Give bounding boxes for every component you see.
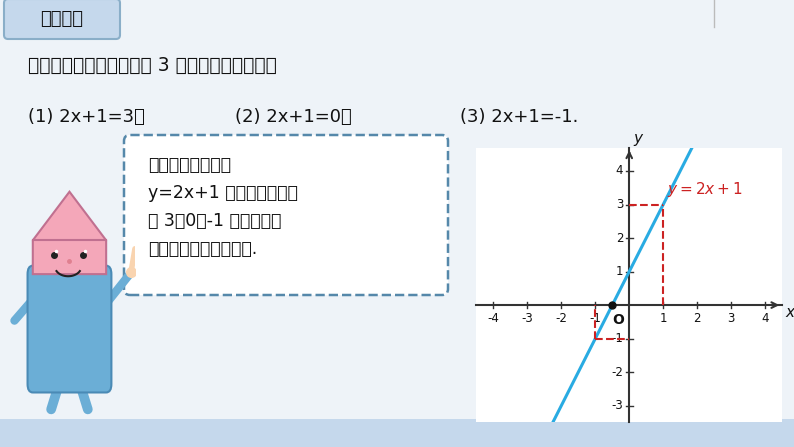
Polygon shape [33, 192, 106, 274]
Text: -4: -4 [488, 312, 499, 325]
Text: 课堂导入: 课堂导入 [40, 10, 83, 28]
Text: 2: 2 [693, 312, 701, 325]
Text: (2) 2x+1=0；: (2) 2x+1=0； [235, 108, 352, 126]
Text: y: y [634, 131, 642, 146]
Text: -1: -1 [589, 312, 601, 325]
Text: -2: -2 [611, 366, 623, 379]
Text: 们的横坐标分别为多少.: 们的横坐标分别为多少. [148, 240, 257, 258]
Bar [0, 419, 794, 447]
Text: 2: 2 [615, 232, 623, 245]
Text: O: O [612, 313, 624, 328]
Text: x: x [785, 305, 794, 320]
Text: 你能从函数的角度对解这 3 个方程进行解释吗？: 你能从函数的角度对解这 3 个方程进行解释吗？ [28, 55, 277, 75]
Text: -3: -3 [611, 399, 623, 412]
Text: 3: 3 [616, 198, 623, 211]
Text: 4: 4 [615, 164, 623, 177]
Text: (1) 2x+1=3；: (1) 2x+1=3； [28, 108, 145, 126]
Text: 1: 1 [615, 265, 623, 278]
Text: 3: 3 [727, 312, 734, 325]
Text: 为 3，0，-1 的点，看它: 为 3，0，-1 的点，看它 [148, 212, 281, 230]
Text: y=2x+1 上取纵坐标分别: y=2x+1 上取纵坐标分别 [148, 184, 298, 202]
Text: -1: -1 [611, 332, 623, 345]
Text: -3: -3 [522, 312, 534, 325]
Text: 4: 4 [761, 312, 769, 325]
Text: -2: -2 [555, 312, 567, 325]
FancyBboxPatch shape [4, 0, 120, 39]
FancyBboxPatch shape [28, 266, 111, 392]
Text: 也可以看做在直线: 也可以看做在直线 [148, 156, 231, 174]
Text: (3) 2x+1=-1.: (3) 2x+1=-1. [460, 108, 578, 126]
Text: 1: 1 [660, 312, 667, 325]
Text: $y=2x+1$: $y=2x+1$ [667, 181, 742, 199]
FancyBboxPatch shape [124, 135, 448, 295]
